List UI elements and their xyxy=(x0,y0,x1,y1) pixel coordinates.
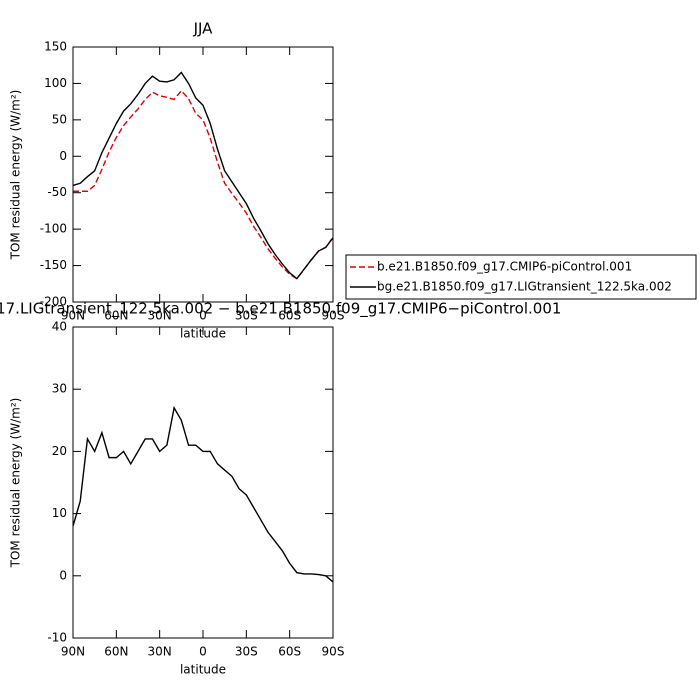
x-tick-label: 30N xyxy=(148,309,172,323)
x-tick-label: 90S xyxy=(322,309,345,323)
x-tick-label: 60N xyxy=(104,309,128,323)
x-axis-label: latitude xyxy=(180,663,226,677)
y-tick-label: -100 xyxy=(40,222,67,236)
data-line xyxy=(72,71,334,280)
data-line xyxy=(73,89,334,280)
y-tick-label: 150 xyxy=(44,40,67,54)
data-line xyxy=(72,405,334,583)
x-tick-label: 60N xyxy=(104,645,128,659)
legend-label: bg.e21.B1850.f09_g17.LIGtransient_122.5k… xyxy=(377,280,672,294)
y-tick-label: 20 xyxy=(52,444,67,458)
chart-title: JJA xyxy=(193,20,214,38)
x-tick-label: 90S xyxy=(322,645,345,659)
y-axis-label: TOM residual energy (W/m²) xyxy=(9,90,23,261)
y-tick-label: 40 xyxy=(52,320,67,334)
legend-label: b.e21.B1850.f09_g17.CMIP6-piControl.001 xyxy=(377,260,632,274)
chart-title: bg.e21.B1850.f09_g17.LIGtransient_122.5k… xyxy=(0,300,561,319)
y-tick-label: 10 xyxy=(52,506,67,520)
x-tick-label: 30S xyxy=(235,309,258,323)
y-tick-label: 30 xyxy=(52,382,67,396)
y-tick-label: 50 xyxy=(52,112,67,126)
y-tick-label: 0 xyxy=(59,149,67,163)
plot-frame xyxy=(72,326,334,639)
x-tick-label: 90N xyxy=(61,645,85,659)
x-tick-label: 30S xyxy=(235,645,258,659)
legend-box xyxy=(345,254,697,300)
x-tick-label: 30N xyxy=(148,645,172,659)
y-tick-label: -50 xyxy=(47,185,67,199)
x-tick-label: 0 xyxy=(199,309,207,323)
x-tick-label: 60S xyxy=(278,645,301,659)
y-tick-label: -10 xyxy=(47,631,67,645)
y-tick-label: -150 xyxy=(40,258,67,272)
x-tick-label: 90N xyxy=(61,309,85,323)
x-tick-label: 0 xyxy=(199,645,207,659)
x-tick-label: 60S xyxy=(278,309,301,323)
y-tick-label: 0 xyxy=(59,568,67,582)
y-tick-label: 100 xyxy=(44,76,67,90)
y-axis-label: TOM residual energy (W/m²) xyxy=(9,398,23,569)
plot-frame xyxy=(72,46,334,303)
y-tick-label: -200 xyxy=(40,295,67,309)
